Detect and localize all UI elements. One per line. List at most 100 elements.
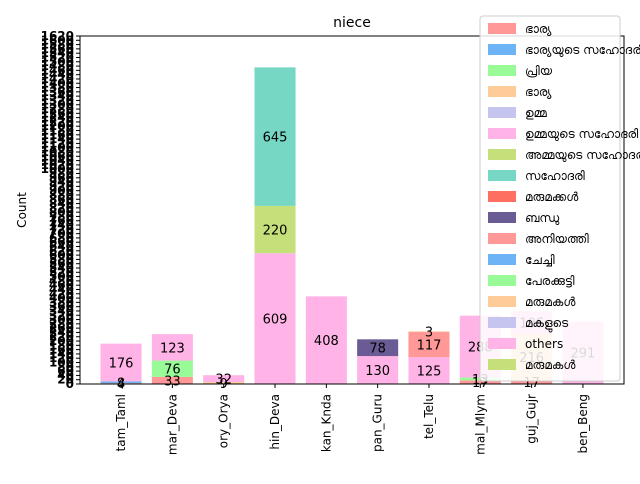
y-tick-label: 1380 [41,81,74,95]
legend-swatch [488,254,516,265]
data-label: 408 [314,334,339,349]
y-tick-label: 300 [49,313,74,327]
legend-label: മരുമക്കൾ [525,190,579,204]
data-label: 220 [263,224,288,239]
bar-hin_Deva-series-7 [254,67,296,206]
y-tick-label: 1000 [41,162,74,176]
y-tick-label: 800 [49,205,74,219]
legend-swatch [488,191,516,202]
y-tick-label: 0 [66,377,74,391]
data-label: 645 [263,131,288,146]
y-tick-label: 860 [49,192,74,206]
y-tick-label: 660 [49,235,74,249]
y-tick-label: 560 [49,257,74,271]
x-tick-label: tam_Taml [114,394,128,451]
y-tick-label: 1280 [41,102,74,116]
y-tick-label: 20 [57,373,74,387]
y-tick-label: 260 [49,321,74,335]
legend-label: പ്രിയ [525,64,553,78]
y-tick-label: 700 [49,227,74,241]
bar-mar_Deva-series-2 [151,360,193,377]
y-tick-label: 1220 [41,115,74,129]
data-label: 176 [109,357,134,372]
y-tick-label: 940 [49,175,74,189]
legend-label: ചേച്ചി [525,253,555,267]
bar-hin_Deva-series-5 [254,253,296,384]
legend-label: ഭാര്യ [525,22,552,36]
legend-swatch [488,107,516,118]
y-axis-label: Count [15,192,29,228]
x-tick-label: mar_Deva [165,394,179,455]
y-tick-label: 1340 [41,89,74,103]
y-tick-label: 1620 [41,29,74,43]
y-tick-label: 1540 [41,46,74,60]
y-tick-label: 880 [49,188,74,202]
y-tick-label: 380 [49,295,74,309]
data-label: 609 [263,313,288,328]
y-tick-label: 1420 [41,72,74,86]
y-tick-label: 1480 [41,59,74,73]
y-tick-label: 320 [49,308,74,322]
y-tick-label: 580 [49,252,74,266]
legend-label: ഭാര്യ [525,85,552,99]
legend-label: മകളുടെ [525,316,569,333]
legend-label: ഭാര്യയുടെ സഹോദരി [525,43,640,58]
data-label: 130 [365,364,390,379]
y-tick-label: 1180 [41,124,74,138]
y-tick-label: 140 [49,347,74,361]
y-tick-label: 540 [49,261,74,275]
x-tick-label: kan_Knda [319,394,333,452]
bar-tel_Telu-series-10 [408,332,450,358]
data-label: 9 [220,377,228,392]
y-tick-label: 220 [49,330,74,344]
legend-swatch [488,86,516,97]
data-label: 8 [117,376,125,391]
y-tick-label: 160 [49,343,74,357]
data-label: 78 [369,342,386,357]
legend-label: others [525,337,563,351]
y-tick-label: 40 [57,368,74,382]
x-tick-label: mal_Mlym [473,394,487,455]
bar-guj_Gujr-series-0 [511,380,553,384]
bar-tel_Telu-series-13 [408,331,450,333]
legend-label: അനിയത്തി [525,232,589,246]
y-tick-label: 1260 [41,106,74,120]
y-tick-label: 240 [49,325,74,339]
data-label: 32 [215,373,232,388]
bar-kan_Knda-series-5 [305,296,347,384]
y-tick-label: 820 [49,201,74,215]
legend-label: പേരക്കുട്ടി [525,274,575,288]
bar-ory_Orya-series-5 [203,375,245,383]
bar-hin_Deva-series-6 [254,205,296,254]
y-tick-label: 1160 [41,128,74,142]
y-tick-label: 340 [49,304,74,318]
y-tick-label: 680 [49,231,74,245]
y-tick-label: 720 [49,222,74,236]
bar-tel_Telu-series-5 [408,357,450,384]
data-label: 125 [417,365,442,380]
legend-swatch [488,170,516,181]
y-tick-label: 1240 [41,111,74,125]
x-tick-label: pan_Guru [371,394,385,452]
data-label: 123 [160,341,185,356]
y-tick-label: 460 [49,278,74,292]
y-tick-label: 1140 [41,132,74,146]
y-tick-label: 1560 [41,42,74,56]
x-tick-label: ben_Beng [576,394,590,453]
y-tick-label: 100 [49,356,74,370]
legend-swatch [488,275,516,286]
legend-label: ബന്ധു [525,211,559,226]
y-tick-label: 780 [49,209,74,223]
y-tick-label: 180 [49,338,74,352]
y-tick-label: 520 [49,265,74,279]
x-tick-label: guj_Gujr [525,394,539,444]
legend-swatch [488,23,516,34]
data-label: 76 [164,363,181,378]
y-tick-label: 360 [49,300,74,314]
plot-frame [79,35,625,385]
legend-swatch [488,359,516,370]
data-label: 4 [117,378,125,393]
bar-mal_Mlym-series-0 [459,380,501,384]
legend-swatch [488,65,516,76]
